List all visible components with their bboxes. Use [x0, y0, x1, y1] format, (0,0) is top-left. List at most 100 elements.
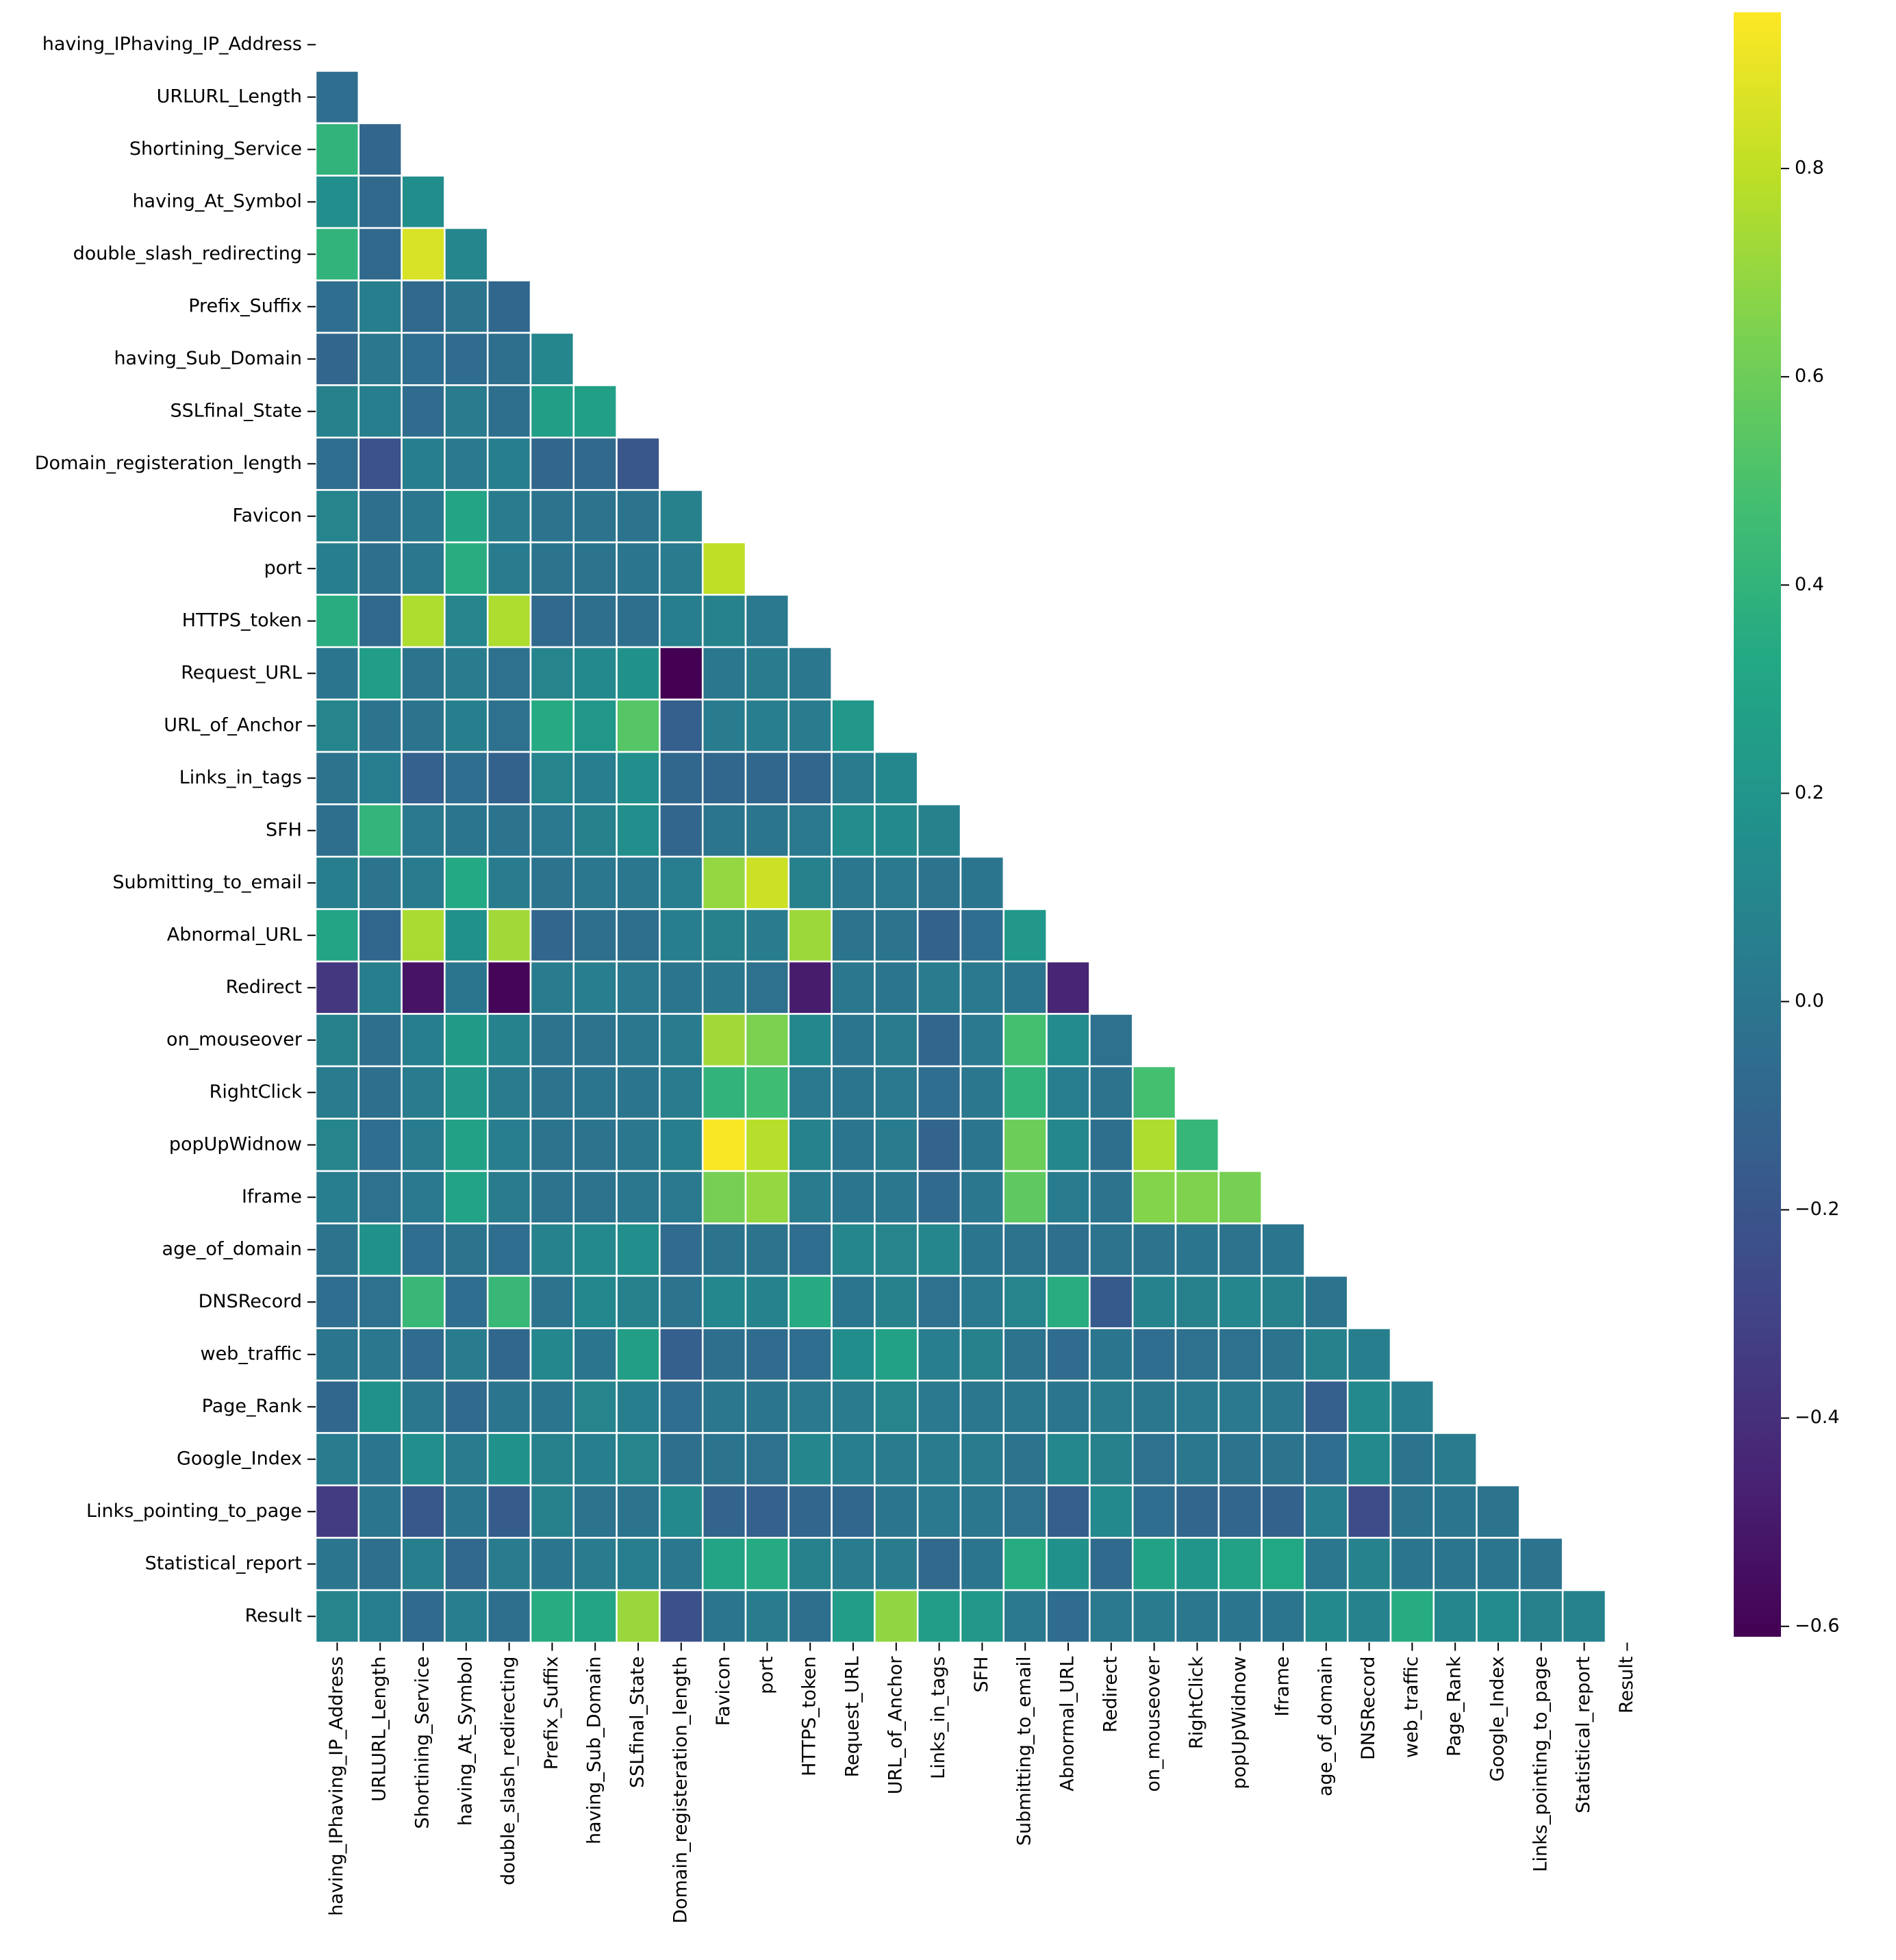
- heatmap-cell: [357, 1274, 403, 1329]
- heatmap-cell: [701, 1379, 747, 1434]
- x-axis-tick-labels: having_IPhaving_IP_Address URLURL_Length S…: [326, 1642, 1637, 1924]
- heatmap-cell: [529, 1379, 575, 1434]
- colorbar-tick-label: −0.4: [1795, 1407, 1840, 1428]
- heatmap-cell: [444, 699, 489, 753]
- heatmap-cell: [874, 960, 919, 1015]
- heatmap-cell: [831, 751, 876, 805]
- heatmap-cell: [701, 1170, 747, 1224]
- heatmap-cell: [1131, 1589, 1177, 1644]
- heatmap-cell: [1346, 1327, 1392, 1382]
- heatmap-cell: [1131, 1379, 1177, 1434]
- heatmap-cell: [916, 908, 962, 963]
- heatmap-cell: [1346, 1379, 1392, 1434]
- heatmap-cell: [444, 908, 489, 963]
- heatmap-cell: [1089, 1118, 1134, 1172]
- heatmap-cell: [1089, 1065, 1134, 1120]
- heatmap-cell: [357, 175, 403, 229]
- heatmap-cell: [616, 1065, 661, 1120]
- heatmap-cell: [1046, 1379, 1091, 1434]
- heatmap-cell: [314, 855, 360, 910]
- heatmap-cell: [831, 1537, 876, 1592]
- heatmap-cell: [529, 1274, 575, 1329]
- heatmap-cell: [959, 1327, 1005, 1382]
- heatmap-cell: [444, 855, 489, 910]
- y-tick-label: Prefix_Suffix: [188, 295, 302, 316]
- heatmap-cell: [831, 1484, 876, 1539]
- heatmap-cell: [314, 751, 360, 805]
- y-tick-label: Submitting_to_email: [112, 872, 302, 893]
- x-tick-label: Google_Index: [1487, 1656, 1508, 1781]
- y-tick-label: SFH: [266, 819, 302, 840]
- heatmap-cell: [959, 1118, 1005, 1172]
- heatmap-cell: [529, 1118, 575, 1172]
- heatmap-cell: [1089, 1170, 1134, 1224]
- heatmap-cell: [572, 489, 618, 544]
- heatmap-cell: [701, 1589, 747, 1644]
- heatmap-cell: [831, 1432, 876, 1487]
- heatmap-cell: [314, 489, 360, 544]
- heatmap-cell: [1046, 1065, 1091, 1120]
- heatmap-cell: [486, 436, 532, 491]
- heatmap-cell: [1089, 1589, 1134, 1644]
- heatmap-cell: [701, 1013, 747, 1068]
- heatmap-cell: [701, 960, 747, 1015]
- heatmap-cell: [744, 1432, 790, 1487]
- y-tick-label: SSLfinal_State: [170, 400, 302, 421]
- heatmap-cell: [486, 1589, 532, 1644]
- heatmap-cell: [916, 1484, 962, 1539]
- heatmap-cell: [1002, 908, 1048, 963]
- y-tick-label: URL_of_Anchor: [164, 714, 303, 736]
- heatmap-cell: [959, 855, 1005, 910]
- heatmap-cell: [744, 1170, 790, 1224]
- heatmap-cell: [701, 646, 747, 701]
- heatmap-cell: [1304, 1274, 1349, 1329]
- heatmap-cell: [357, 1327, 403, 1382]
- heatmap-cell: [831, 803, 876, 858]
- heatmap-cell: [831, 1013, 876, 1068]
- heatmap-cell: [1046, 1118, 1091, 1172]
- heatmap-cell: [572, 1274, 618, 1329]
- y-tick-label: web_traffic: [200, 1343, 302, 1364]
- y-tick-label: Links_in_tags: [179, 767, 302, 788]
- heatmap-cell: [401, 1222, 446, 1277]
- heatmap-cell: [1046, 1327, 1091, 1382]
- heatmap-cell: [401, 1065, 446, 1120]
- heatmap-cell: [357, 855, 403, 910]
- heatmap-cell: [314, 1118, 360, 1172]
- heatmap-cell: [1174, 1589, 1220, 1644]
- heatmap-cell: [444, 1118, 489, 1172]
- heatmap-cell: [444, 489, 489, 544]
- heatmap-cell: [572, 1484, 618, 1539]
- heatmap-cell: [831, 855, 876, 910]
- heatmap-cell: [1389, 1537, 1435, 1592]
- heatmap-cell: [357, 541, 403, 596]
- heatmap-cell: [616, 803, 661, 858]
- heatmap-cell: [1002, 1327, 1048, 1382]
- heatmap-cell: [616, 1589, 661, 1644]
- heatmap-cell: [1346, 1537, 1392, 1592]
- heatmap-cell: [787, 1484, 833, 1539]
- heatmap-cell: [401, 384, 446, 439]
- heatmap-cell: [916, 1013, 962, 1068]
- heatmap-cell: [1261, 1432, 1306, 1487]
- heatmap-cell: [314, 1484, 360, 1539]
- heatmap-cell: [1131, 1432, 1177, 1487]
- heatmap-cell: [959, 1170, 1005, 1224]
- heatmap-cell: [314, 70, 360, 125]
- heatmap-cell: [486, 908, 532, 963]
- x-tick-label: Links_in_tags: [928, 1657, 949, 1779]
- heatmap-cell: [1046, 1222, 1091, 1277]
- heatmap-cell: [744, 1379, 790, 1434]
- colorbar: −0.6 −0.4 −0.2 0.0 0.2 0.4 0.6 0.8: [1734, 12, 1840, 1637]
- heatmap-cell: [401, 541, 446, 596]
- heatmap-cell: [401, 1274, 446, 1329]
- x-tick-label: Redirect: [1100, 1657, 1121, 1733]
- heatmap-cell: [1046, 1537, 1091, 1592]
- heatmap-cell: [401, 960, 446, 1015]
- heatmap-cell: [401, 279, 446, 334]
- heatmap-cell: [1089, 1274, 1134, 1329]
- heatmap-cell: [1131, 1484, 1177, 1539]
- heatmap-cell: [401, 1432, 446, 1487]
- heatmap-cell: [401, 594, 446, 649]
- heatmap-cell: [529, 1065, 575, 1120]
